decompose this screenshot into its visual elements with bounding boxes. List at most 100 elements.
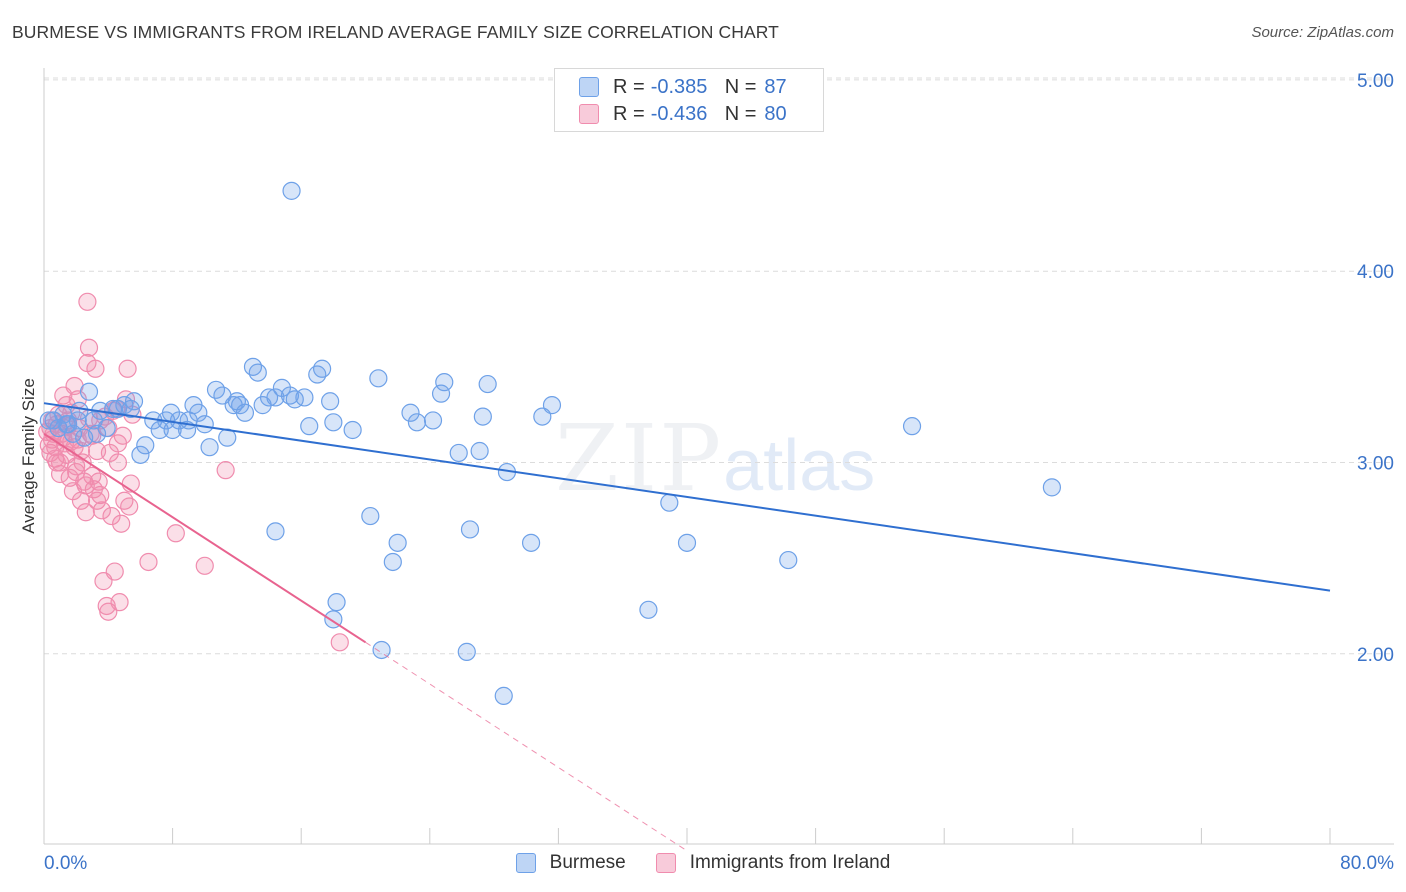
legend-n-value: 80 bbox=[764, 102, 787, 125]
burmese-point bbox=[435, 373, 454, 392]
burmese-point bbox=[423, 411, 443, 430]
burmese-point bbox=[449, 443, 468, 463]
x-tick-label: 0.0% bbox=[44, 853, 87, 874]
legend-label-burmese: Burmese bbox=[549, 852, 626, 873]
ireland-point bbox=[105, 562, 124, 581]
burmese-point bbox=[383, 552, 402, 572]
burmese-point bbox=[473, 407, 492, 426]
ireland-point bbox=[108, 434, 128, 453]
burmese-point bbox=[779, 550, 798, 570]
ireland-point bbox=[195, 556, 214, 575]
ireland-point bbox=[216, 461, 235, 480]
legend-item-burmese[interactable]: Burmese bbox=[515, 852, 626, 874]
x-tick-label: 80.0% bbox=[1340, 853, 1394, 874]
burmese-point bbox=[282, 181, 301, 200]
ireland-point bbox=[47, 453, 66, 472]
burmese-point bbox=[195, 415, 214, 434]
burmese-point bbox=[470, 441, 489, 461]
legend-swatch-ireland bbox=[655, 853, 676, 873]
burmese-point bbox=[87, 424, 107, 443]
burmese-trend-line bbox=[43, 402, 1331, 592]
burmese-point bbox=[79, 382, 99, 401]
burmese-point bbox=[343, 420, 362, 440]
ireland-point bbox=[330, 633, 349, 652]
ireland-point bbox=[86, 359, 105, 378]
legend-row-ireland: R = -0.436 N = 80 bbox=[579, 101, 787, 127]
burmese-point bbox=[266, 522, 285, 541]
ireland-point bbox=[120, 497, 139, 516]
burmese-point bbox=[478, 374, 497, 394]
source-credit: Source: ZipAtlas.com bbox=[1251, 24, 1394, 41]
series-legend: Burmese Immigrants from Ireland bbox=[0, 852, 1406, 874]
ireland-point bbox=[139, 552, 158, 572]
ireland-point bbox=[87, 441, 107, 461]
burmese-point bbox=[494, 686, 513, 705]
legend-r-value: -0.385 bbox=[650, 75, 708, 98]
legend-r-value: -0.436 bbox=[650, 102, 708, 125]
burmese-point bbox=[248, 363, 267, 382]
watermark: ZIPatlas bbox=[555, 405, 875, 512]
ireland-point bbox=[41, 443, 60, 463]
burmese-point bbox=[200, 438, 219, 457]
burmese-point bbox=[431, 384, 451, 403]
burmese-point bbox=[179, 411, 198, 430]
burmese-point bbox=[39, 411, 58, 430]
legend-swatch-burmese bbox=[515, 853, 536, 873]
burmese-point bbox=[321, 392, 340, 411]
watermark-atlas: atlas bbox=[723, 426, 876, 506]
burmese-point bbox=[259, 388, 279, 407]
burmese-point bbox=[308, 365, 327, 384]
y-axis-label: Average Family Size bbox=[19, 378, 38, 534]
burmese-point bbox=[266, 388, 285, 407]
burmese-point bbox=[324, 413, 343, 432]
burmese-point bbox=[542, 396, 562, 415]
burmese-point bbox=[902, 417, 922, 436]
chart-title: BURMESE VS IMMIGRANTS FROM IRELAND AVERA… bbox=[12, 22, 779, 42]
ireland-point bbox=[112, 514, 131, 533]
burmese-point bbox=[63, 424, 83, 443]
burmese-point bbox=[372, 640, 391, 660]
watermark-zip: ZIP bbox=[555, 405, 724, 512]
ireland-point bbox=[68, 430, 87, 449]
legend-r-label: R = bbox=[613, 102, 645, 125]
y-tick-label: 4.00 bbox=[1357, 262, 1394, 283]
legend-swatch-burmese bbox=[579, 77, 599, 97]
legend-swatch-ireland bbox=[579, 104, 599, 124]
legend-n-value: 87 bbox=[764, 75, 787, 98]
ireland-trend-extension bbox=[365, 641, 688, 852]
burmese-point bbox=[521, 533, 541, 552]
burmese-point bbox=[639, 600, 658, 619]
burmese-point bbox=[460, 520, 480, 539]
burmese-point bbox=[312, 359, 332, 378]
ireland-point bbox=[92, 501, 111, 520]
burmese-point bbox=[660, 493, 679, 512]
legend-row-burmese: R = -0.385 N = 87 bbox=[579, 74, 787, 100]
burmese-point bbox=[361, 506, 380, 526]
burmese-point bbox=[1042, 478, 1062, 497]
legend-n-label: N = bbox=[724, 75, 757, 98]
ireland-point bbox=[54, 386, 73, 405]
burmese-point bbox=[57, 415, 76, 434]
ireland-point bbox=[102, 506, 121, 526]
ireland-trend-line bbox=[43, 432, 367, 644]
burmese-point bbox=[457, 642, 476, 661]
burmese-point bbox=[243, 357, 263, 376]
ireland-point bbox=[87, 491, 107, 510]
ireland-point bbox=[118, 359, 137, 378]
ireland-point bbox=[78, 292, 97, 311]
tick-labels: 2.00 3.00 4.00 5.00 0.0% 80.0% bbox=[44, 71, 1394, 874]
ireland-point bbox=[108, 453, 128, 472]
burmese-point bbox=[677, 533, 697, 552]
burmese-point bbox=[97, 418, 116, 438]
axes bbox=[43, 68, 1394, 845]
legend-item-ireland[interactable]: Immigrants from Ireland bbox=[655, 852, 890, 874]
legend-n-label: N = bbox=[724, 102, 757, 125]
series-burmese bbox=[39, 181, 1062, 705]
ireland-point bbox=[79, 338, 99, 357]
y-tick-label: 3.00 bbox=[1357, 454, 1394, 475]
y-tick-label: 2.00 bbox=[1357, 645, 1394, 666]
burmese-point bbox=[150, 420, 169, 440]
burmese-point bbox=[388, 533, 407, 552]
ireland-point bbox=[115, 491, 134, 510]
